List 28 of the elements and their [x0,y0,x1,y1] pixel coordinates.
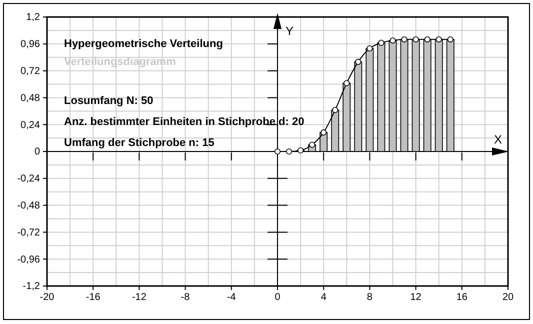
x-tick-label: 16 [456,292,468,304]
y-tick-label: 0,72 [20,66,40,77]
y-tick-label: 0,24 [20,120,40,131]
y-tick-label: 0,96 [20,39,40,50]
x-tick-label: -8 [180,292,190,304]
x-tick-label: 8 [366,292,373,304]
x-tick-label: 4 [320,292,327,304]
annotation: Losumfang N: 50 [64,95,154,107]
x-tick-label: 20 [502,292,514,304]
y-tick-label: -1,2 [22,281,40,292]
text: Hypergeometrische Verteilung [64,38,223,50]
x-tick-label: 0 [274,292,281,304]
y-tick-label: -0,24 [17,174,40,185]
x-tick-label: -12 [132,292,147,304]
y-tick-label: -0,96 [17,254,40,266]
y-tick-label: -0,48 [17,200,40,212]
y-tick-label: 1,2 [26,12,40,24]
x-tick-label: -4 [226,292,236,304]
annotation: Umfang der Stichprobe n: 15 [64,137,214,149]
x-axis-title: X [494,132,502,146]
y-tick-label: 0 [34,146,40,158]
x-tick-label: 12 [410,292,422,304]
annotation: Anz. bestimmter Einheiten in Stichprobe d: 20 [64,116,304,128]
y-tick-label: -0,72 [17,227,40,238]
y-tick-label: 0,48 [20,92,40,104]
y-axis-title: Y [286,24,294,38]
x-tick-label: -16 [86,292,101,304]
x-tick-label: -20 [40,292,55,304]
